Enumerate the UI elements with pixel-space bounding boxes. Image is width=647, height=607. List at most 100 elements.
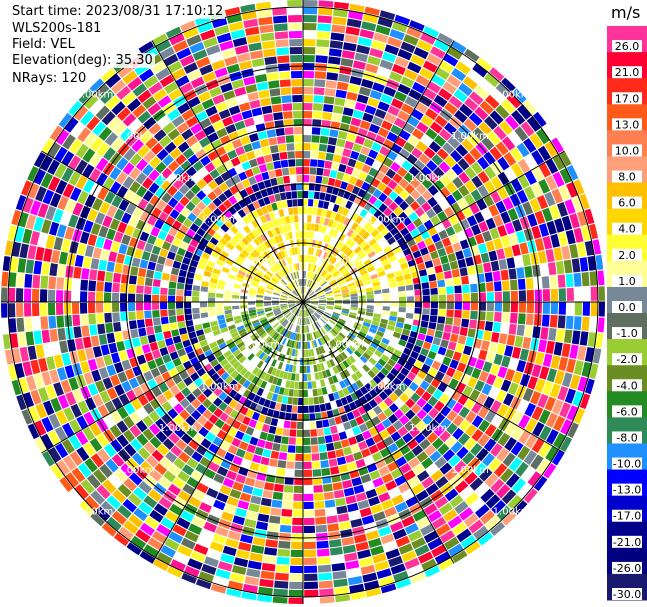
velocity-gate [550, 302, 558, 315]
velocity-gate [524, 170, 537, 185]
velocity-gate [517, 445, 531, 461]
velocity-gate [522, 201, 534, 216]
velocity-gate [368, 327, 377, 334]
velocity-gate [445, 226, 456, 237]
velocity-gate [426, 328, 435, 337]
velocity-gate [347, 83, 360, 94]
velocity-gate [464, 166, 477, 180]
velocity-gate [337, 205, 345, 215]
velocity-gate [335, 355, 342, 364]
velocity-gate [507, 208, 519, 221]
velocity-gate [354, 350, 362, 358]
colorbar-tick-label: 17.0 [615, 92, 640, 105]
velocity-gate [445, 168, 458, 181]
velocity-gate [529, 252, 539, 265]
velocity-gate [375, 153, 386, 164]
velocity-gate [389, 71, 403, 83]
velocity-gate [326, 275, 334, 282]
velocity-gate [377, 346, 386, 354]
velocity-gate [483, 330, 492, 341]
velocity-gate [317, 241, 323, 249]
velocity-gate [510, 147, 523, 162]
velocity-gate [478, 292, 486, 302]
velocity-gate [323, 325, 330, 333]
velocity-gate [403, 122, 415, 134]
velocity-gate [334, 146, 344, 155]
velocity-gate [471, 367, 482, 379]
velocity-gate [573, 408, 585, 424]
velocity-gate [417, 354, 427, 363]
velocity-gate [485, 94, 500, 109]
velocity-gate [432, 203, 443, 215]
velocity-gate [480, 488, 495, 503]
velocity-gate [508, 131, 522, 146]
velocity-gate [394, 91, 407, 102]
velocity-gate [523, 228, 534, 242]
velocity-gate [339, 233, 346, 242]
velocity-gate [399, 200, 409, 211]
velocity-gate [506, 93, 522, 109]
velocity-gate [510, 396, 522, 410]
velocity-gate [438, 88, 453, 101]
velocity-gate [303, 118, 312, 127]
velocity-gate [315, 275, 320, 282]
velocity-gate [405, 284, 414, 291]
velocity-gate [452, 402, 464, 414]
velocity-gate [489, 227, 500, 240]
velocity-gate [470, 498, 485, 512]
velocity-gate [439, 393, 450, 405]
velocity-gate [589, 363, 599, 379]
velocity-gate [438, 199, 450, 210]
velocity-gate [369, 48, 384, 59]
velocity-gate [374, 334, 383, 342]
velocity-gate [315, 216, 321, 224]
velocity-gate [389, 282, 397, 288]
velocity-gate [461, 138, 474, 152]
velocity-gate [450, 202, 462, 214]
velocity-gate [587, 255, 597, 271]
velocity-gate [338, 73, 351, 83]
velocity-gate [416, 409, 428, 420]
velocity-gate [411, 108, 424, 121]
velocity-gate [336, 345, 343, 353]
velocity-gate [394, 326, 403, 334]
velocity-gate [512, 371, 523, 384]
velocity-gate [501, 355, 511, 368]
velocity-gate [390, 98, 404, 110]
velocity-gate [497, 156, 510, 171]
velocity-gate [485, 240, 495, 252]
colorbar-tick-label: 1.0 [618, 275, 636, 288]
velocity-gate [393, 206, 403, 216]
velocity-gate [379, 146, 390, 157]
velocity-gate [502, 302, 511, 312]
velocity-gate [314, 312, 321, 318]
velocity-gate [460, 373, 471, 385]
velocity-gate [545, 175, 558, 191]
velocity-gate [392, 21, 408, 33]
velocity-gate [542, 124, 556, 140]
velocity-gate [332, 313, 340, 318]
velocity-gate [395, 275, 404, 282]
velocity-gate [463, 152, 476, 166]
velocity-gate [323, 314, 330, 319]
velocity-gate [508, 323, 517, 335]
velocity-gate [314, 322, 319, 330]
velocity-gate [308, 307, 314, 314]
velocity-gate [371, 366, 380, 375]
velocity-gate [519, 242, 529, 255]
velocity-gate [350, 302, 358, 305]
velocity-gate [449, 359, 459, 370]
velocity-gate [471, 402, 483, 414]
velocity-gate [469, 147, 482, 161]
velocity-gate [483, 396, 495, 409]
velocity-gate [478, 302, 487, 311]
velocity-gate [334, 295, 342, 299]
velocity-gate [322, 112, 333, 121]
velocity-gate [388, 201, 399, 212]
velocity-gate [440, 339, 449, 349]
colorbar-tick-label: 8.0 [618, 171, 636, 184]
velocity-gate [531, 225, 542, 239]
velocity-gate [566, 182, 578, 198]
velocity-gate [410, 228, 420, 238]
